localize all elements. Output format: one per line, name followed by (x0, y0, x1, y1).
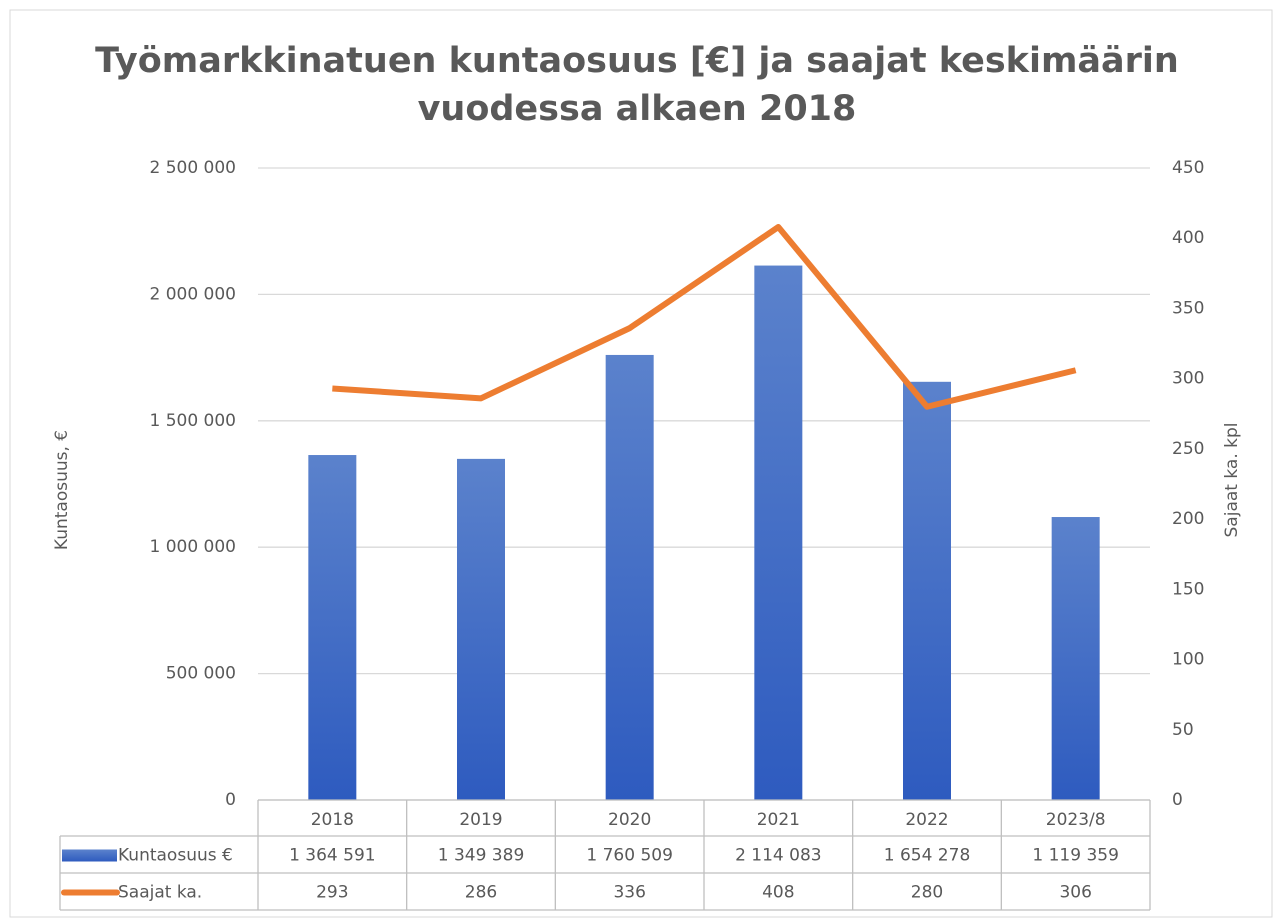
x-tick-label: 2021 (757, 810, 800, 830)
data-label: 1 654 278 (884, 846, 971, 866)
y2-tick-label: 0 (1172, 790, 1183, 810)
data-label: 1 349 389 (438, 846, 525, 866)
data-label: 1 119 359 (1032, 846, 1119, 866)
bar (754, 265, 803, 800)
bar (1051, 517, 1100, 800)
x-tick-label: 2020 (608, 810, 651, 830)
x-tick-label: 2022 (905, 810, 948, 830)
y2-tick-label: 50 (1172, 720, 1194, 740)
line (332, 223, 1077, 410)
legend-key (62, 849, 117, 862)
y2-tick-label: 200 (1172, 509, 1204, 529)
chart-title: Työmarkkinatuen kuntaosuus [€] ja saajat… (95, 41, 1179, 81)
y-tick-label: 2 500 000 (149, 158, 236, 178)
chart-title: vuodessa alkaen 2018 (418, 89, 857, 129)
bar (457, 458, 505, 800)
bar (903, 381, 951, 800)
data-label: 293 (316, 883, 348, 903)
data-label: 286 (465, 883, 497, 903)
legend-label: Kuntaosuus € (118, 846, 233, 866)
y-tick-label: 1 500 000 (149, 411, 236, 431)
data-label: 408 (762, 883, 794, 903)
data-label: 2 114 083 (735, 846, 822, 866)
bar (605, 354, 654, 800)
legend-label: Saajat ka. (118, 883, 202, 903)
y-tick-label: 2 000 000 (149, 284, 236, 304)
y2-tick-label: 400 (1172, 228, 1204, 248)
y2-axis-label: Sajaat ka. kpl (1222, 423, 1242, 538)
y-axis-label: Kuntaosuus, € (52, 430, 72, 550)
y2-tick-label: 450 (1172, 158, 1204, 178)
y-tick-label: 0 (225, 790, 236, 810)
y-tick-label: 1 000 000 (149, 537, 236, 557)
data-label: 1 760 509 (586, 846, 673, 866)
y2-tick-label: 300 (1172, 369, 1204, 389)
data-label: 1 364 591 (289, 846, 376, 866)
x-tick-label: 2019 (459, 810, 502, 830)
y2-tick-label: 250 (1172, 439, 1204, 459)
data-label: 280 (911, 883, 943, 903)
bar (308, 455, 357, 800)
y2-tick-label: 100 (1172, 650, 1204, 670)
data-label: 336 (613, 883, 645, 903)
y2-tick-label: 350 (1172, 298, 1204, 318)
y-tick-label: 500 000 (166, 664, 236, 684)
x-tick-label: 2018 (311, 810, 354, 830)
data-label: 306 (1059, 883, 1091, 903)
y2-tick-label: 150 (1172, 579, 1204, 599)
x-tick-label: 2023/8 (1046, 810, 1106, 830)
